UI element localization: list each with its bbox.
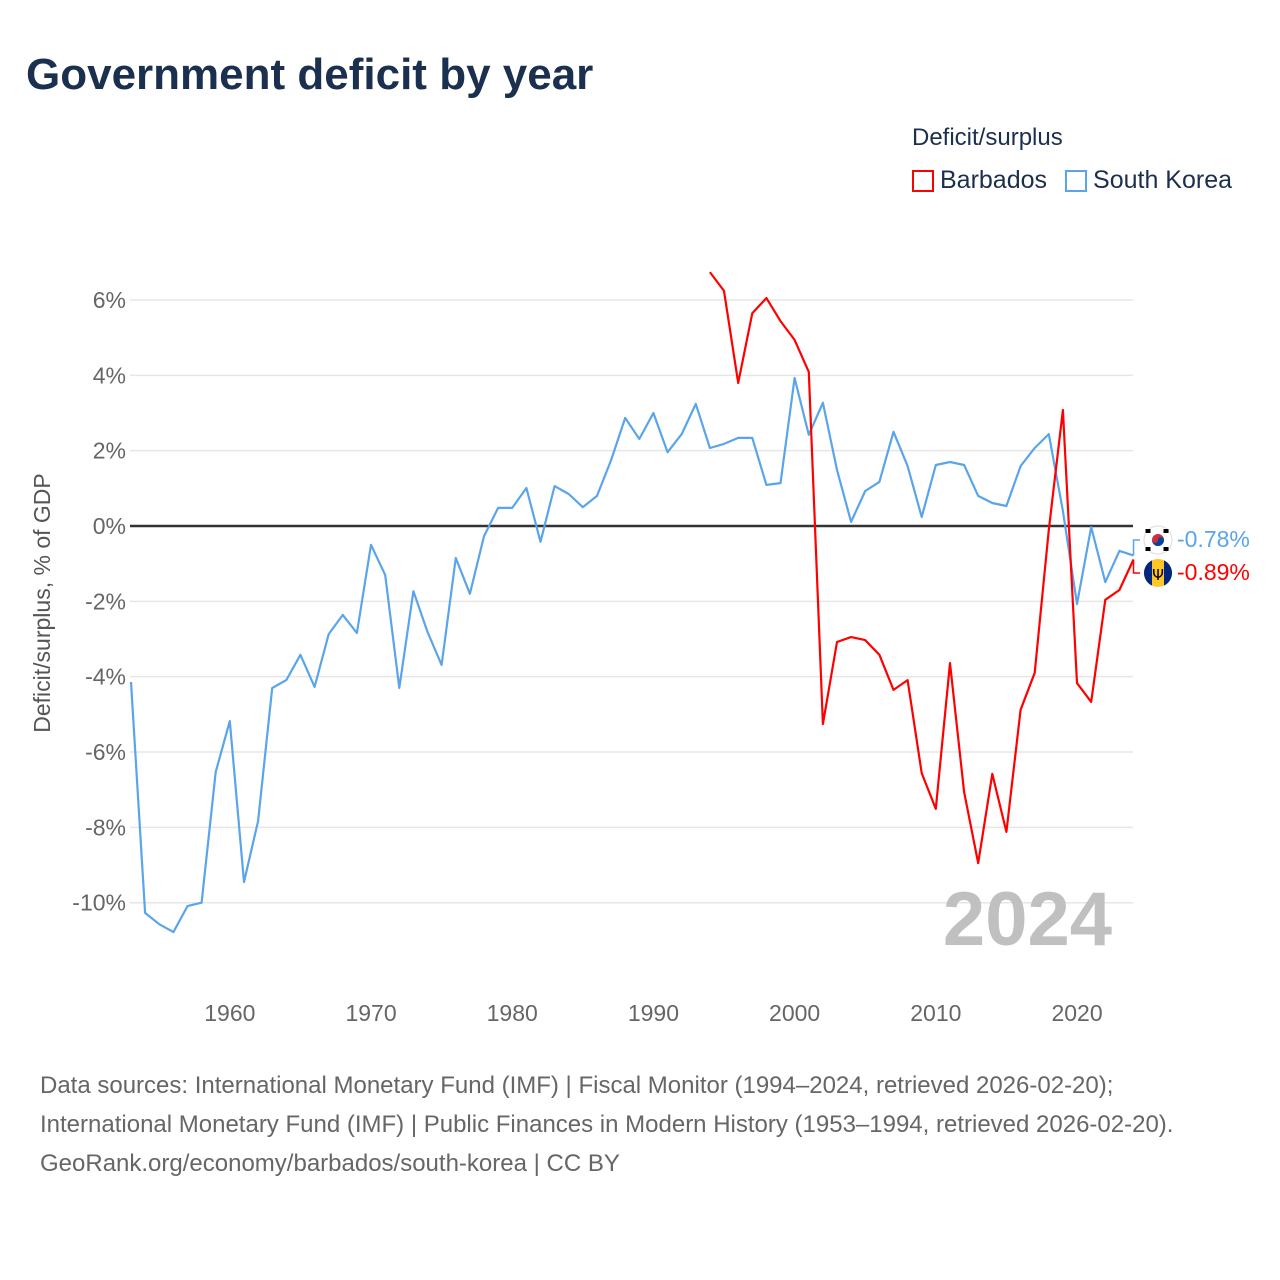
barbados-trident: Ψ xyxy=(1152,566,1164,584)
barbados-flag-left xyxy=(1144,560,1152,586)
year-watermark: 2024 xyxy=(943,877,1112,962)
attribution-link[interactable]: GeoRank.org/economy/barbados/south-korea… xyxy=(40,1150,620,1177)
south-korea-flag-taeguk-blue xyxy=(1152,537,1164,546)
y-axis-label: Deficit/surplus, % of GDP xyxy=(29,473,55,732)
y-tick-label: -6% xyxy=(85,739,126,765)
legend-item-south-korea[interactable]: South Korea xyxy=(1065,166,1232,195)
end-label-south-korea: -0.78% xyxy=(1177,526,1250,552)
legend-swatch-south-korea xyxy=(1065,169,1088,192)
x-tick-label: 1970 xyxy=(345,1000,396,1026)
footer: Data sources: International Monetary Fun… xyxy=(40,1066,1240,1183)
barbados-flag-right xyxy=(1164,560,1172,586)
legend-title: Deficit/surplus xyxy=(912,124,1063,151)
south-korea-flag-trigram xyxy=(1163,529,1169,533)
x-tick-label: 1960 xyxy=(204,1000,255,1026)
south-korea-flag-trigram xyxy=(1145,529,1151,533)
chart: 6% 4% 2% 0% -2% -4% -6% -8% -10% 1960 1970 1980 1990… xyxy=(29,271,1250,1026)
x-tick-label: 2020 xyxy=(1051,1000,1102,1026)
y-tick-label: -10% xyxy=(72,890,126,916)
y-tick-label: 4% xyxy=(93,362,126,388)
y-tick-label: 6% xyxy=(93,287,126,313)
end-label-barbados: -0.89% xyxy=(1177,559,1250,585)
y-tick-label: -4% xyxy=(85,664,126,690)
page-title: Government deficit by year xyxy=(26,50,594,99)
y-tick-label: -8% xyxy=(85,814,126,840)
leader-line-south-korea xyxy=(1132,539,1140,556)
data-sources: Data sources: International Monetary Fun… xyxy=(40,1072,1174,1138)
legend-item-barbados[interactable]: Barbados xyxy=(912,166,1047,195)
legend-label: Barbados xyxy=(940,166,1048,194)
y-tick-label: 0% xyxy=(93,513,126,539)
y-tick-label: 2% xyxy=(93,438,126,464)
x-tick-label: 2010 xyxy=(910,1000,961,1026)
south-korea-flag-trigram xyxy=(1163,547,1169,551)
legend: Barbados South Korea xyxy=(912,166,1232,195)
south-korea-flag-trigram xyxy=(1145,547,1151,551)
series-line-barbados xyxy=(709,271,1135,865)
leader-line-barbados xyxy=(1132,559,1140,574)
x-tick-label: 1990 xyxy=(628,1000,679,1026)
legend-swatch-barbados xyxy=(912,169,934,192)
x-tick-label: 2000 xyxy=(769,1000,820,1026)
x-tick-label: 1980 xyxy=(487,1000,538,1026)
y-tick-label: -2% xyxy=(85,588,126,614)
series-line-south-korea xyxy=(129,376,1134,934)
legend-label: South Korea xyxy=(1093,166,1233,194)
